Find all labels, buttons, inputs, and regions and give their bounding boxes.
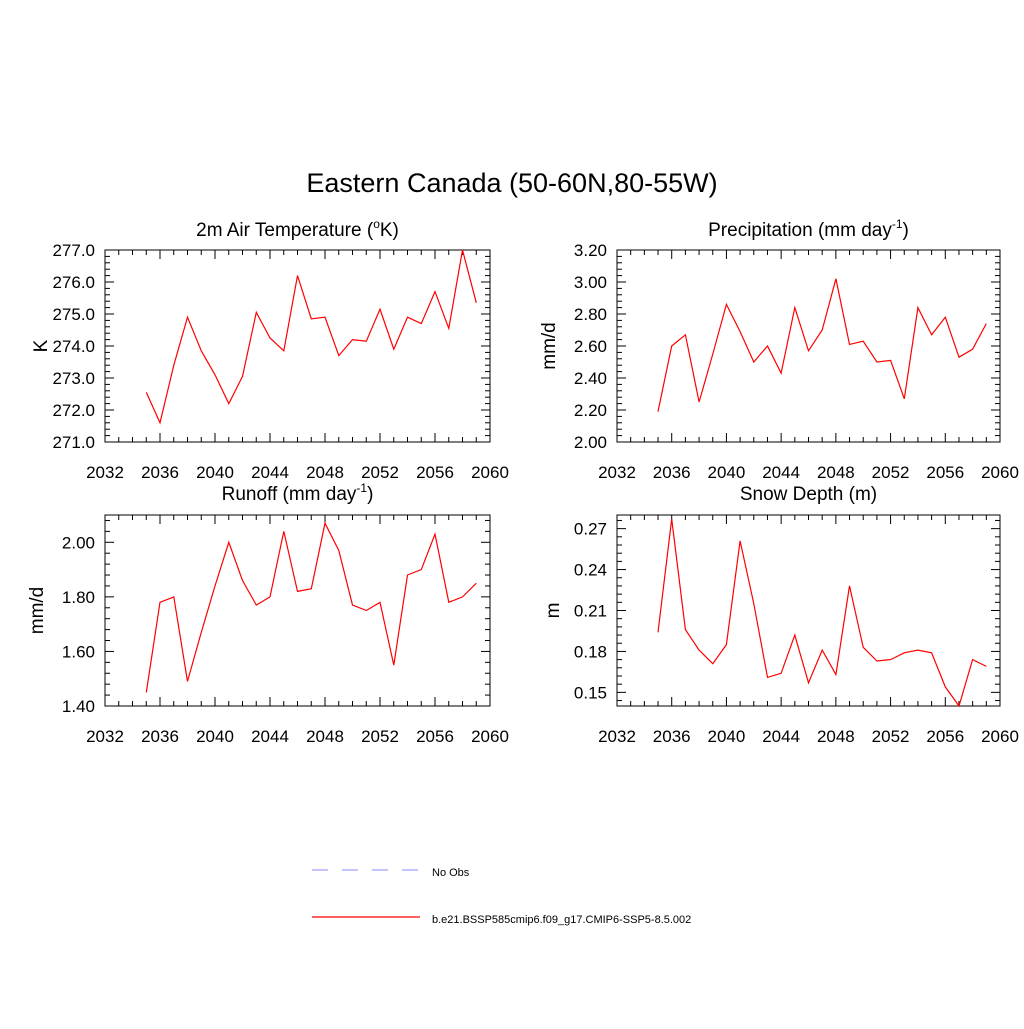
x-tick-label: 2040: [708, 727, 746, 746]
x-tick-label: 2060: [981, 727, 1019, 746]
y-tick-label: 3.00: [574, 273, 607, 292]
panel-title: Precipitation (mm day-1): [708, 217, 909, 241]
x-tick-label: 2044: [762, 727, 800, 746]
series-line: [657, 278, 987, 412]
x-tick-label: 2048: [306, 727, 344, 746]
plot-frame: [616, 249, 1001, 443]
y-tick-label: 0.15: [574, 683, 607, 702]
x-tick-label: 2052: [872, 727, 910, 746]
x-tick-label: 2060: [471, 463, 509, 482]
figure-title: Eastern Canada (50-60N,80-55W): [306, 168, 718, 198]
x-tick-label: 2040: [196, 463, 234, 482]
y-tick-label: 0.21: [574, 602, 607, 621]
legend-label: b.e21.BSSP585cmip6.f09_g17.CMIP6-SSP5-8.…: [432, 914, 691, 926]
y-tick-label: 0.27: [574, 520, 607, 539]
y-tick-label: 1.40: [62, 697, 95, 716]
legend-label: No Obs: [432, 867, 470, 879]
y-tick-label: 273.0: [52, 369, 95, 388]
x-tick-label: 2056: [926, 727, 964, 746]
x-tick-label: 2044: [762, 463, 800, 482]
y-tick-label: 271.0: [52, 433, 95, 452]
x-tick-label: 2040: [196, 727, 234, 746]
y-tick-label: 2.60: [574, 337, 607, 356]
y-tick-label: 277.0: [52, 241, 95, 260]
x-tick-label: 2032: [86, 463, 124, 482]
x-tick-label: 2040: [708, 463, 746, 482]
x-tick-label: 2044: [251, 727, 289, 746]
y-tick-label: 2.00: [574, 433, 607, 452]
x-tick-label: 2048: [306, 463, 344, 482]
y-tick-label: 0.18: [574, 642, 607, 661]
x-tick-label: 2060: [471, 727, 509, 746]
panel-title: Runoff (mm day-1): [222, 481, 374, 505]
x-tick-label: 2036: [141, 463, 179, 482]
x-tick-label: 2052: [872, 463, 910, 482]
y-tick-label: 2.20: [574, 401, 607, 420]
x-tick-label: 2032: [598, 463, 636, 482]
y-tick-label: 275.0: [52, 305, 95, 324]
x-tick-label: 2032: [86, 727, 124, 746]
x-tick-label: 2048: [817, 463, 855, 482]
y-tick-label: 2.00: [62, 533, 95, 552]
y-tick-label: 276.0: [52, 273, 95, 292]
x-tick-label: 2060: [981, 463, 1019, 482]
series-line: [145, 249, 477, 425]
x-tick-label: 2032: [598, 727, 636, 746]
panel-title: Snow Depth (m): [740, 484, 877, 505]
plot-frame: [104, 514, 491, 707]
y-tick-label: 2.80: [574, 305, 607, 324]
x-tick-label: 2044: [251, 463, 289, 482]
x-tick-label: 2052: [361, 463, 399, 482]
series-line: [657, 519, 987, 708]
y-axis-label: K: [31, 339, 52, 352]
y-tick-label: 0.24: [574, 561, 607, 580]
x-tick-label: 2036: [141, 727, 179, 746]
y-tick-label: 3.20: [574, 241, 607, 260]
y-tick-label: 2.40: [574, 369, 607, 388]
y-tick-label: 1.80: [62, 588, 95, 607]
x-tick-label: 2056: [416, 727, 454, 746]
x-tick-label: 2056: [926, 463, 964, 482]
x-tick-label: 2036: [653, 727, 691, 746]
panel-title: 2m Air Temperature (oK): [196, 217, 399, 241]
x-tick-label: 2048: [817, 727, 855, 746]
y-axis-label: m: [543, 603, 564, 619]
y-tick-label: 274.0: [52, 337, 95, 356]
x-tick-label: 2052: [361, 727, 399, 746]
y-axis-label: mm/d: [539, 322, 560, 370]
y-tick-label: 272.0: [52, 401, 95, 420]
series-line: [145, 521, 477, 693]
y-tick-label: 1.60: [62, 642, 95, 661]
y-axis-label: mm/d: [27, 587, 48, 635]
x-tick-label: 2056: [416, 463, 454, 482]
x-tick-label: 2036: [653, 463, 691, 482]
